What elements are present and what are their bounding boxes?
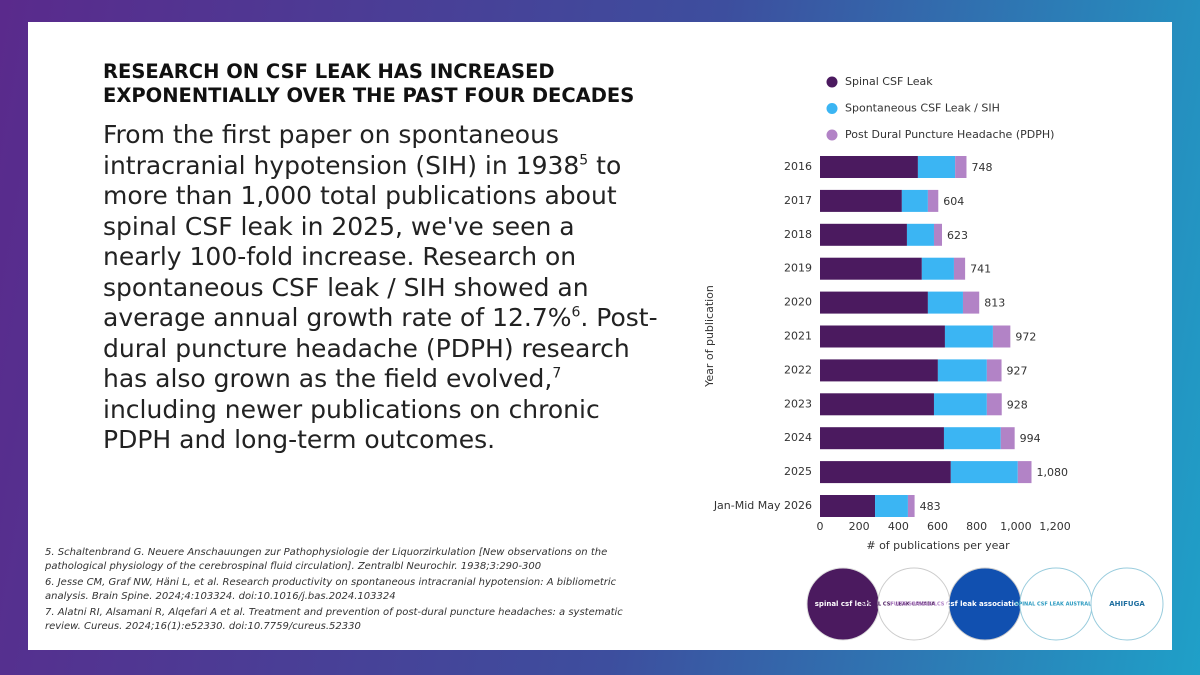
bar-segment xyxy=(921,257,954,280)
y-tick-label: 2019 xyxy=(784,262,812,275)
y-tick-label: Jan-Mid May 2026 xyxy=(713,499,812,512)
footnote: 6. Jesse CM, Graf NW, Häni L, et al. Res… xyxy=(45,577,617,602)
x-axis-title: # of publications per year xyxy=(866,539,1010,552)
legend-label: Post Dural Puncture Headache (PDPH) xyxy=(845,128,1054,141)
bar-segment xyxy=(933,393,987,416)
superscript: 6 xyxy=(571,304,581,321)
x-tick-label: 1,000 xyxy=(1000,520,1032,533)
bar-segment xyxy=(820,325,945,348)
bar-segment xyxy=(820,223,907,246)
footnotes: 5. Schaltenbrand G. Neuere Anschauungen … xyxy=(45,546,625,636)
text: From the first paper on spontaneous intr… xyxy=(103,120,580,180)
total-label: 483 xyxy=(920,500,941,513)
logo-text: AHIFUGA xyxy=(1109,600,1145,608)
bar-segment xyxy=(820,189,902,212)
bar-segment xyxy=(907,495,915,517)
bar-segment xyxy=(906,223,934,246)
x-tick-label: 200 xyxy=(849,520,870,533)
y-tick-label: 2018 xyxy=(784,228,812,241)
total-label: 928 xyxy=(1007,398,1028,411)
bar-segment xyxy=(820,257,922,280)
total-label: 994 xyxy=(1020,432,1041,445)
bar-segment xyxy=(917,156,956,178)
x-tick-label: 600 xyxy=(927,520,948,533)
bar-segment xyxy=(937,359,987,382)
total-label: 813 xyxy=(984,297,1005,310)
logos: spinal csf leak SPINAL CSF LEAK CANADA F… xyxy=(806,567,1164,641)
y-tick-label: 2023 xyxy=(784,397,812,410)
body-text: From the first paper on spontaneous intr… xyxy=(103,120,658,456)
total-label: 604 xyxy=(943,195,964,208)
bar-segment xyxy=(820,291,928,314)
text: to more than 1,000 total publications ab… xyxy=(103,150,622,333)
logo-text: SPINAL CSF LEAK AUSTRALIA xyxy=(1015,602,1097,608)
total-label: 623 xyxy=(947,229,968,242)
bar-segment xyxy=(1000,427,1015,450)
bar-segment xyxy=(927,291,963,314)
superscript: 5 xyxy=(579,152,589,169)
text: . Post-dural puncture headache (PDPH) re… xyxy=(103,303,658,393)
footnote: 7. Alatni RI, Alsamani R, Alqefari A et … xyxy=(45,607,623,632)
y-tick-label: 2022 xyxy=(784,363,812,376)
legend-label: Spontaneous CSF Leak / SIH xyxy=(845,102,1000,115)
bar-segment xyxy=(986,359,1002,382)
bar-segment xyxy=(986,393,1002,416)
total-label: 1,080 xyxy=(1037,466,1069,479)
bar-segment xyxy=(950,461,1018,484)
legend-swatch xyxy=(826,76,838,88)
bar-segment xyxy=(944,325,993,348)
logo xyxy=(1090,567,1164,641)
x-tick-label: 400 xyxy=(888,520,909,533)
total-label: 972 xyxy=(1015,331,1036,344)
bar-segment xyxy=(820,427,944,450)
footnote: 5. Schaltenbrand G. Neuere Anschauungen … xyxy=(45,547,608,572)
bar-segment xyxy=(943,427,1001,450)
bar-segment xyxy=(820,495,876,517)
x-tick-label: 800 xyxy=(966,520,987,533)
logo-text: spinal csf leak xyxy=(815,600,872,608)
superscript: 7 xyxy=(552,365,562,382)
logo-text: csf leak association xyxy=(946,600,1023,608)
y-tick-label: 2025 xyxy=(784,465,812,478)
bar-segment xyxy=(953,257,966,280)
text: including newer publications on chronic … xyxy=(103,394,600,455)
y-tick-label: 2024 xyxy=(784,431,812,444)
y-tick-label: 2020 xyxy=(784,296,812,309)
bar-segment xyxy=(933,223,943,246)
logo-text: SPINAL CSF LEAK CANADA xyxy=(861,602,935,608)
bar-segment xyxy=(820,393,934,416)
y-tick-label: 2017 xyxy=(784,194,812,207)
bar-segment xyxy=(820,461,951,484)
total-label: 748 xyxy=(971,161,992,174)
logo-text: FUITE SPINALE LCS CANADA xyxy=(890,602,969,608)
bar-segment xyxy=(992,325,1011,348)
y-tick-label: 2016 xyxy=(784,160,812,173)
total-label: 741 xyxy=(970,263,991,276)
y-axis-title: Year of publication xyxy=(703,285,716,388)
x-tick-label: 0 xyxy=(817,520,824,533)
legend-label: Spinal CSF Leak xyxy=(845,75,933,88)
bar-segment xyxy=(820,359,938,382)
bar-segment xyxy=(1017,461,1032,484)
bar-segment xyxy=(875,495,908,517)
bar-segment xyxy=(955,156,967,178)
bar-segment xyxy=(820,156,918,178)
x-tick-label: 1,200 xyxy=(1039,520,1071,533)
legend-swatch xyxy=(826,129,838,141)
bar-segment xyxy=(927,189,939,212)
legend-swatch xyxy=(826,103,838,114)
total-label: 927 xyxy=(1007,364,1028,377)
bar-segment xyxy=(962,291,980,314)
y-tick-label: 2021 xyxy=(784,330,812,343)
bar-segment xyxy=(901,189,928,212)
title: RESEARCH ON CSF LEAK HAS INCREASED EXPON… xyxy=(103,60,635,107)
